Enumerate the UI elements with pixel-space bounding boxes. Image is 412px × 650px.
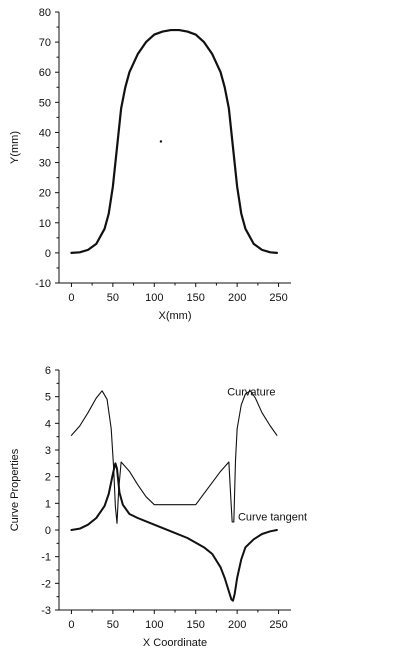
series-line-0 [70, 390, 278, 524]
y-tick-label: -10 [35, 278, 51, 290]
y-tick-label: 40 [39, 127, 51, 139]
y-tick-label: 2 [45, 472, 51, 484]
x-axis-title: X Coordinate [143, 637, 207, 649]
y-tick-label: 0 [45, 248, 51, 260]
y-axis-title: Curve Properties [9, 448, 21, 531]
y-tick-label: 5 [45, 392, 51, 404]
chart-profile: 0 50 100 150 200 250 -10 0 10 20 30 40 50 60 70 80 X(mm)… [9, 7, 291, 322]
series-line-0 [70, 28, 279, 254]
series-annotation: Curvature [227, 386, 275, 398]
y-tick-label: 0 [45, 525, 51, 537]
y-tick-label: 30 [39, 158, 51, 170]
y-tick-label: 50 [39, 97, 51, 109]
y-tick-label: -2 [41, 578, 51, 590]
series-line-1 [70, 462, 278, 602]
x-tick-label: 200 [228, 619, 246, 631]
annotation-dot [159, 140, 163, 143]
x-tick-label: 0 [68, 292, 74, 304]
y-tick-label: 4 [45, 418, 51, 430]
x-tick-label: 100 [145, 292, 163, 304]
y-tick-label: 3 [45, 445, 51, 457]
x-tick-label: 250 [269, 292, 287, 304]
y-tick-label: 80 [39, 7, 51, 19]
y-tick-label: 70 [39, 37, 51, 49]
x-tick-label: 150 [187, 292, 205, 304]
x-tick-label: 50 [107, 292, 119, 304]
x-tick-label: 50 [107, 619, 119, 631]
y-tick-label: 1 [45, 498, 51, 510]
x-tick-label: 250 [269, 619, 287, 631]
x-tick-label: 150 [187, 619, 205, 631]
y-tick-label: 6 [45, 365, 51, 377]
y-tick-label: 10 [39, 218, 51, 230]
y-axis-title: Y(mm) [9, 131, 21, 164]
y-tick-label: 20 [39, 188, 51, 200]
y-tick-label: 60 [39, 67, 51, 79]
y-tick-label: -1 [41, 552, 51, 564]
chart-curve-properties: 0 50 100 150 200 250 -3 -2 -1 0 1 2 3 4 5 6 X Coordinate… [9, 365, 307, 649]
x-axis-title: X(mm) [159, 310, 192, 322]
x-tick-label: 0 [68, 619, 74, 631]
y-tick-label: -3 [41, 605, 51, 617]
x-tick-label: 200 [228, 292, 246, 304]
series-annotation: Curve tangent [238, 512, 307, 524]
x-tick-label: 100 [145, 619, 163, 631]
